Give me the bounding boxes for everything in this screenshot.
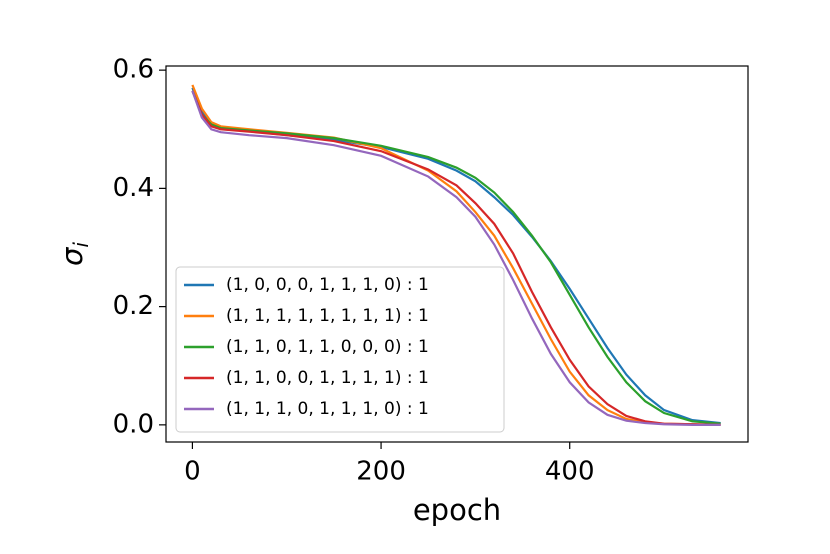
legend-label: (1, 0, 0, 0, 1, 1, 1, 0) : 1: [226, 275, 429, 295]
x-tick-label: 0: [184, 457, 201, 487]
legend-label: (1, 1, 0, 0, 1, 1, 1, 1) : 1: [226, 368, 429, 388]
legend-label: (1, 1, 1, 0, 1, 1, 1, 0) : 1: [226, 399, 429, 419]
y-tick-label: 0.6: [113, 55, 154, 85]
x-tick-label: 200: [356, 457, 406, 487]
plot-frame: [165, 65, 749, 443]
x-axis-label: epoch: [413, 493, 501, 527]
y-tick-label: 0.4: [113, 173, 154, 203]
y-label-symbol: σ: [55, 246, 89, 266]
legend-label: (1, 1, 0, 1, 1, 0, 0, 0) : 1: [226, 337, 429, 357]
series-line: [191, 90, 721, 426]
legend-label: (1, 1, 1, 1, 1, 1, 1, 1) : 1: [226, 306, 429, 326]
y-tick-label: 0.0: [113, 409, 154, 439]
y-label-subscript: i: [69, 242, 93, 248]
series-line: [191, 84, 721, 426]
series-line: [191, 90, 721, 426]
y-tick-label: 0.2: [113, 291, 154, 321]
x-tick-label: 400: [545, 457, 595, 487]
series-line: [191, 90, 721, 425]
y-axis-label: σi: [55, 242, 93, 266]
legend-box: [175, 266, 505, 433]
